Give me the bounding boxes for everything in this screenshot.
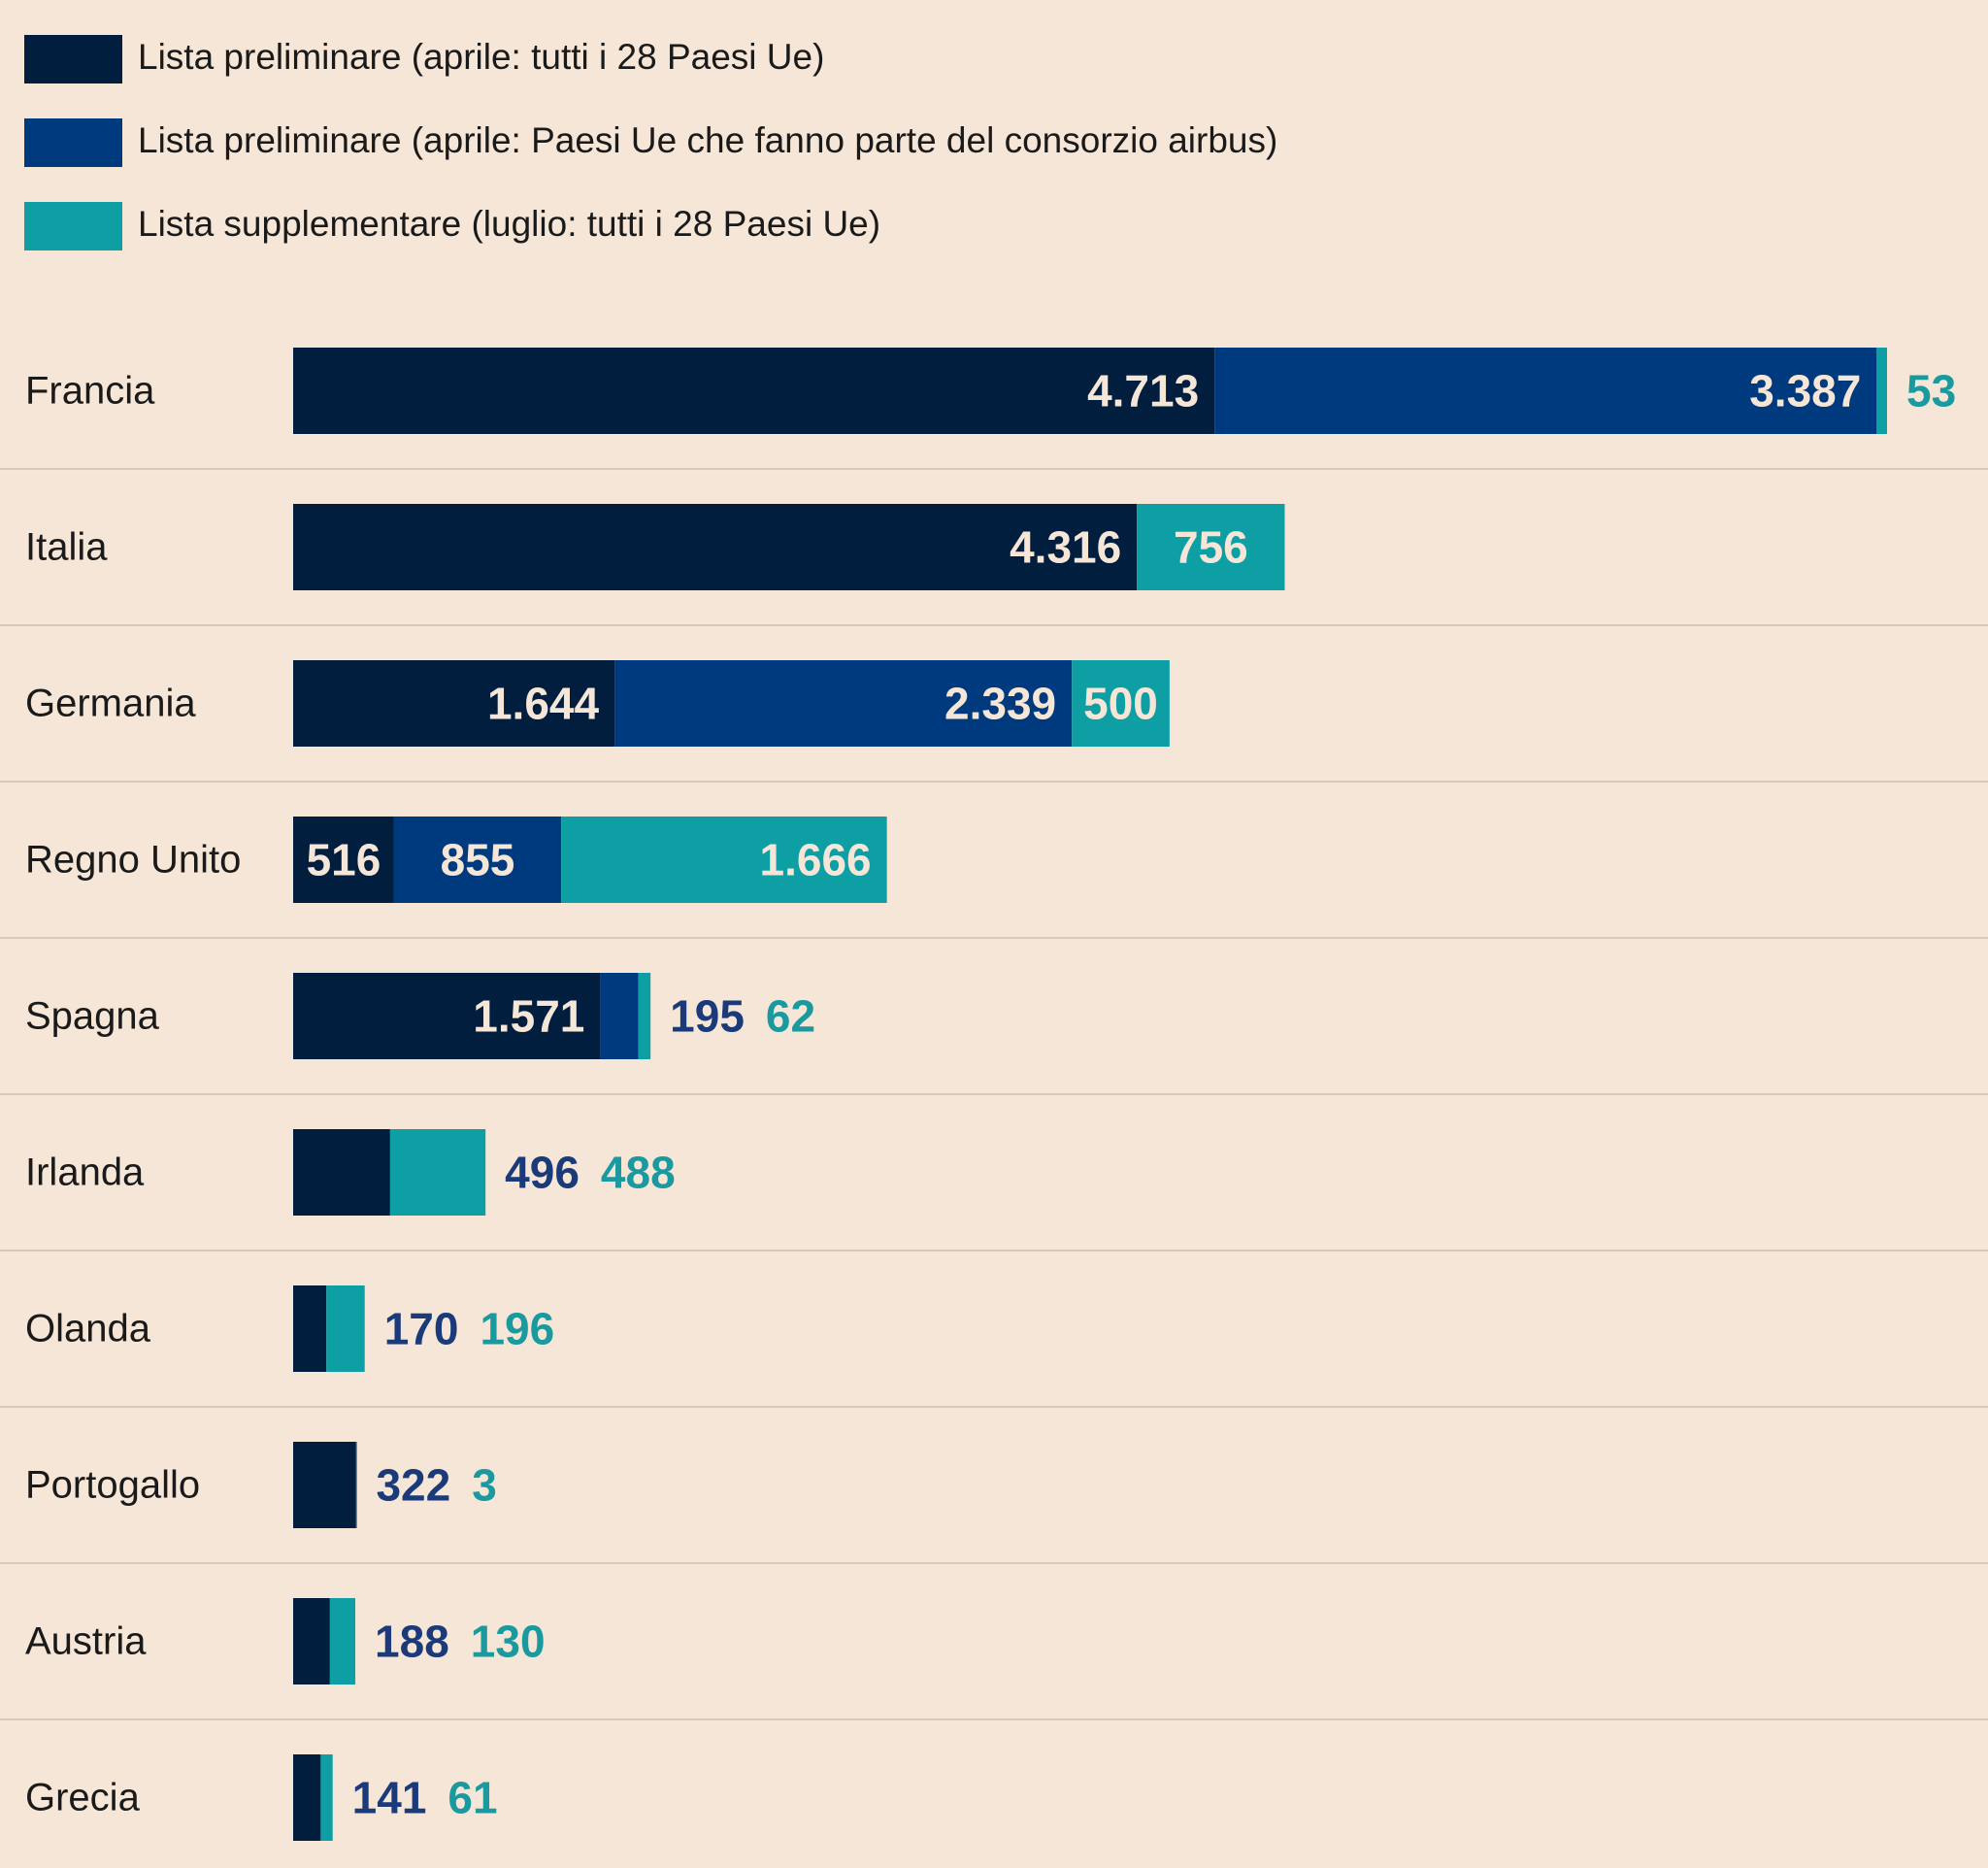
bar-francia-s3 [1876, 348, 1887, 434]
category-label-spagna: Spagna [25, 995, 160, 1038]
value-label-olanda-s2: 170 [384, 1304, 459, 1354]
value-label-francia-s2: 3.387 [1749, 366, 1861, 417]
bar-italia-s3 [1137, 504, 1285, 590]
bar-irlanda-s3 [389, 1129, 486, 1216]
value-label-regno-unito-s2: 855 [441, 835, 515, 885]
bar-regno-unito-s2 [393, 817, 562, 903]
bar-regno-unito-s1 [293, 817, 394, 903]
value-label-francia-s3: 53 [1906, 366, 1956, 417]
bar-spagna-s3 [638, 973, 651, 1059]
value-label-germania-s1: 1.644 [487, 679, 600, 729]
value-label-grecia-s2: 141 [352, 1773, 427, 1823]
legend-label-s1: Lista preliminare (aprile: tutti i 28 Pa… [138, 37, 824, 77]
bar-spagna-s2 [600, 973, 639, 1059]
value-label-austria-s3: 130 [471, 1617, 546, 1667]
bar-germania-s1 [293, 660, 615, 747]
category-label-olanda: Olanda [25, 1308, 151, 1351]
category-label-portogallo: Portogallo [25, 1464, 200, 1507]
bar-olanda-s3 [326, 1285, 365, 1372]
value-label-francia-s1: 4.713 [1087, 366, 1199, 417]
category-label-austria: Austria [25, 1620, 147, 1663]
legend-swatch-s2 [24, 118, 122, 167]
bar-grecia-s1 [293, 1754, 321, 1841]
category-label-irlanda: Irlanda [25, 1151, 145, 1194]
value-label-regno-unito-s1: 516 [307, 835, 381, 885]
bar-olanda-s1 [293, 1285, 327, 1372]
bar-francia-s2 [1214, 348, 1877, 434]
value-label-regno-unito-s3: 1.666 [760, 835, 872, 885]
value-label-italia-s1: 4.316 [1010, 522, 1121, 573]
legend-label-s2: Lista preliminare (aprile: Paesi Ue che … [138, 120, 1277, 160]
value-label-portogallo-s2: 322 [376, 1460, 450, 1511]
category-label-italia: Italia [25, 526, 108, 569]
value-label-irlanda-s3: 488 [601, 1148, 676, 1198]
category-label-grecia: Grecia [25, 1777, 141, 1819]
bar-regno-unito-s3 [561, 817, 887, 903]
bar-portogallo-s3 [355, 1442, 357, 1528]
bar-irlanda-s1 [293, 1129, 390, 1216]
bar-spagna-s1 [293, 973, 601, 1059]
value-label-olanda-s3: 196 [480, 1304, 554, 1354]
value-label-portogallo-s3: 3 [472, 1460, 497, 1511]
value-label-germania-s2: 2.339 [944, 679, 1056, 729]
category-label-regno-unito: Regno Unito [25, 839, 241, 882]
bar-grecia-s3 [320, 1754, 333, 1841]
value-label-italia-s3: 756 [1174, 522, 1248, 573]
value-label-irlanda-s2: 496 [505, 1148, 580, 1198]
bar-germania-s2 [614, 660, 1073, 747]
value-label-spagna-s1: 1.571 [473, 991, 584, 1042]
value-label-austria-s2: 188 [375, 1617, 449, 1667]
legend-swatch-s1 [24, 35, 122, 83]
category-label-francia: Francia [25, 370, 155, 413]
value-label-spagna-s3: 62 [766, 991, 815, 1042]
bar-austria-s3 [329, 1598, 356, 1685]
value-label-germania-s3: 500 [1083, 679, 1158, 729]
value-label-spagna-s2: 195 [670, 991, 745, 1042]
category-label-germania: Germania [25, 683, 196, 725]
value-label-grecia-s3: 61 [447, 1773, 497, 1823]
bar-francia-s1 [293, 348, 1215, 434]
bar-italia-s1 [293, 504, 1138, 590]
legend-label-s3: Lista supplementare (luglio: tutti i 28 … [138, 204, 880, 244]
bar-austria-s1 [293, 1598, 330, 1685]
bar-germania-s3 [1072, 660, 1170, 747]
legend-swatch-s3 [24, 202, 122, 250]
bar-portogallo-s1 [293, 1442, 356, 1528]
